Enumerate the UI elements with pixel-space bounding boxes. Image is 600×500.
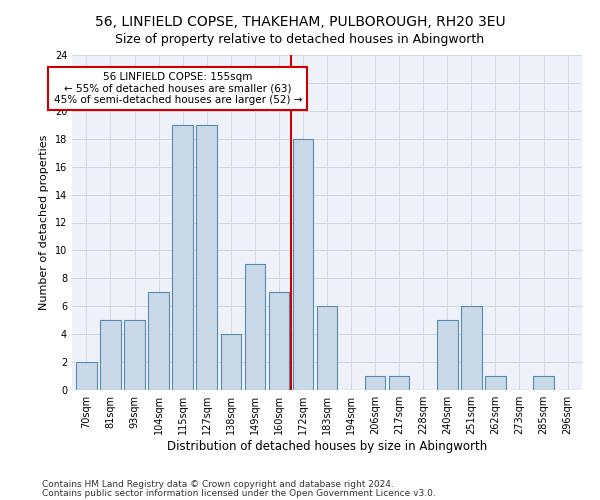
Text: 56 LINFIELD COPSE: 155sqm
← 55% of detached houses are smaller (63)
45% of semi-: 56 LINFIELD COPSE: 155sqm ← 55% of detac… <box>53 72 302 105</box>
Bar <box>148 292 169 390</box>
Bar <box>317 306 337 390</box>
Bar <box>100 320 121 390</box>
Bar <box>365 376 385 390</box>
X-axis label: Distribution of detached houses by size in Abingworth: Distribution of detached houses by size … <box>167 440 487 453</box>
Text: Size of property relative to detached houses in Abingworth: Size of property relative to detached ho… <box>115 32 485 46</box>
Text: 56, LINFIELD COPSE, THAKEHAM, PULBOROUGH, RH20 3EU: 56, LINFIELD COPSE, THAKEHAM, PULBOROUGH… <box>95 15 505 29</box>
Bar <box>461 306 482 390</box>
Bar <box>437 320 458 390</box>
Bar <box>533 376 554 390</box>
Bar <box>293 139 313 390</box>
Bar <box>76 362 97 390</box>
Bar <box>196 125 217 390</box>
Bar <box>245 264 265 390</box>
Bar <box>172 125 193 390</box>
Bar <box>269 292 289 390</box>
Y-axis label: Number of detached properties: Number of detached properties <box>39 135 49 310</box>
Bar <box>124 320 145 390</box>
Text: Contains public sector information licensed under the Open Government Licence v3: Contains public sector information licen… <box>42 488 436 498</box>
Bar <box>221 334 241 390</box>
Bar <box>389 376 409 390</box>
Bar <box>485 376 506 390</box>
Text: Contains HM Land Registry data © Crown copyright and database right 2024.: Contains HM Land Registry data © Crown c… <box>42 480 394 489</box>
